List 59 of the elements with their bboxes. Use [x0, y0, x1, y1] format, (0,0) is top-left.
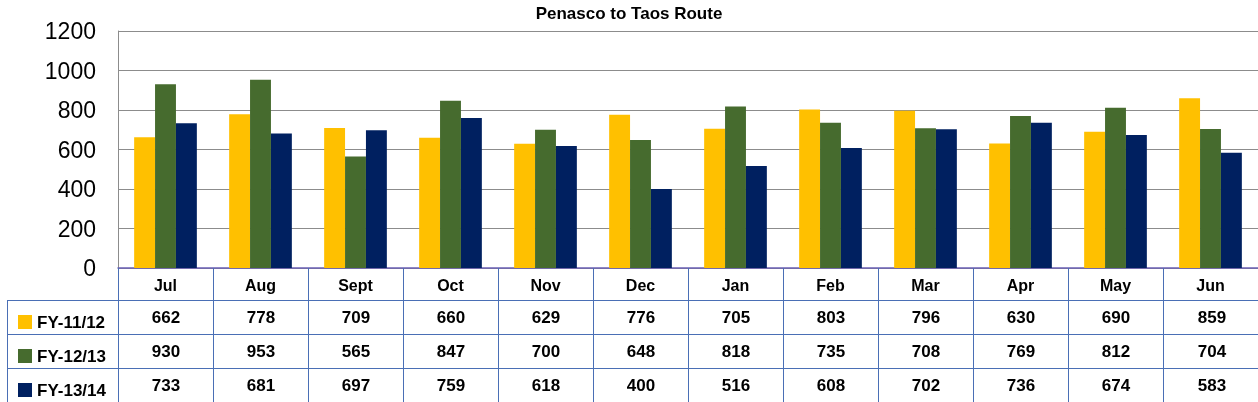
data-label: 769 [973, 334, 1069, 369]
data-label: 930 [118, 334, 214, 369]
data-label: 776 [593, 300, 689, 335]
data-label: 796 [878, 300, 974, 335]
data-label: 400 [593, 368, 689, 402]
x-tick-label: May [1099, 276, 1132, 294]
data-label: 583 [1163, 368, 1258, 402]
x-tick-label: Jan [721, 276, 750, 294]
data-label: 648 [593, 334, 689, 369]
y-tick-label: 400 [57, 176, 96, 202]
data-label: 953 [213, 334, 309, 369]
y-tick-label: 600 [57, 136, 96, 163]
data-label: 630 [973, 300, 1069, 335]
x-tick-label: Jun [1196, 276, 1225, 294]
y-tick-label: 1000 [44, 57, 96, 84]
x-tick-label: Oct [437, 276, 465, 294]
data-label: 847 [403, 334, 499, 369]
data-label: 697 [308, 368, 404, 402]
data-label: 674 [1068, 368, 1164, 402]
legend-label: FY-11/12 [37, 312, 106, 332]
data-label: 608 [783, 368, 879, 402]
data-label: 700 [498, 334, 594, 369]
x-tick-label: Dec [625, 276, 656, 294]
data-label: 681 [213, 368, 309, 402]
y-tick-label: 0 [83, 255, 96, 281]
x-tick-label: Feb [816, 276, 845, 294]
y-tick-label: 800 [57, 97, 96, 123]
x-tick-label: Aug [244, 276, 277, 294]
y-tick-label: 200 [57, 215, 96, 242]
data-label: 736 [973, 368, 1069, 402]
data-label: 812 [1068, 334, 1164, 369]
data-label: 708 [878, 334, 974, 369]
data-label: 859 [1163, 300, 1258, 335]
data-label: 709 [308, 300, 404, 335]
x-tick-label: Mar [911, 276, 940, 294]
data-label: 565 [308, 334, 404, 369]
y-tick-label: 1200 [44, 18, 96, 44]
data-label: 759 [403, 368, 499, 402]
data-label: 818 [688, 334, 784, 369]
legend-label: FY-13/14 [37, 380, 107, 400]
data-label: 690 [1068, 300, 1164, 335]
data-label: 803 [783, 300, 879, 335]
data-label: 702 [878, 368, 974, 402]
data-label: 733 [118, 368, 214, 402]
data-label: 618 [498, 368, 594, 402]
x-tick-label: Apr [1006, 276, 1035, 294]
data-label: 660 [403, 300, 499, 335]
data-label: 662 [118, 300, 214, 335]
data-label: 704 [1163, 334, 1258, 369]
x-tick-label: Jul [153, 276, 178, 294]
data-label: 516 [688, 368, 784, 402]
data-label: 735 [783, 334, 879, 369]
x-tick-label: Sept [338, 276, 374, 294]
x-tick-label: Nov [530, 276, 561, 294]
chart-title: Penasco to Taos Route [535, 4, 723, 23]
legend-label: FY-12/13 [37, 346, 106, 366]
data-label: 778 [213, 300, 309, 335]
data-label: 629 [498, 300, 594, 335]
data-label: 705 [688, 300, 784, 335]
